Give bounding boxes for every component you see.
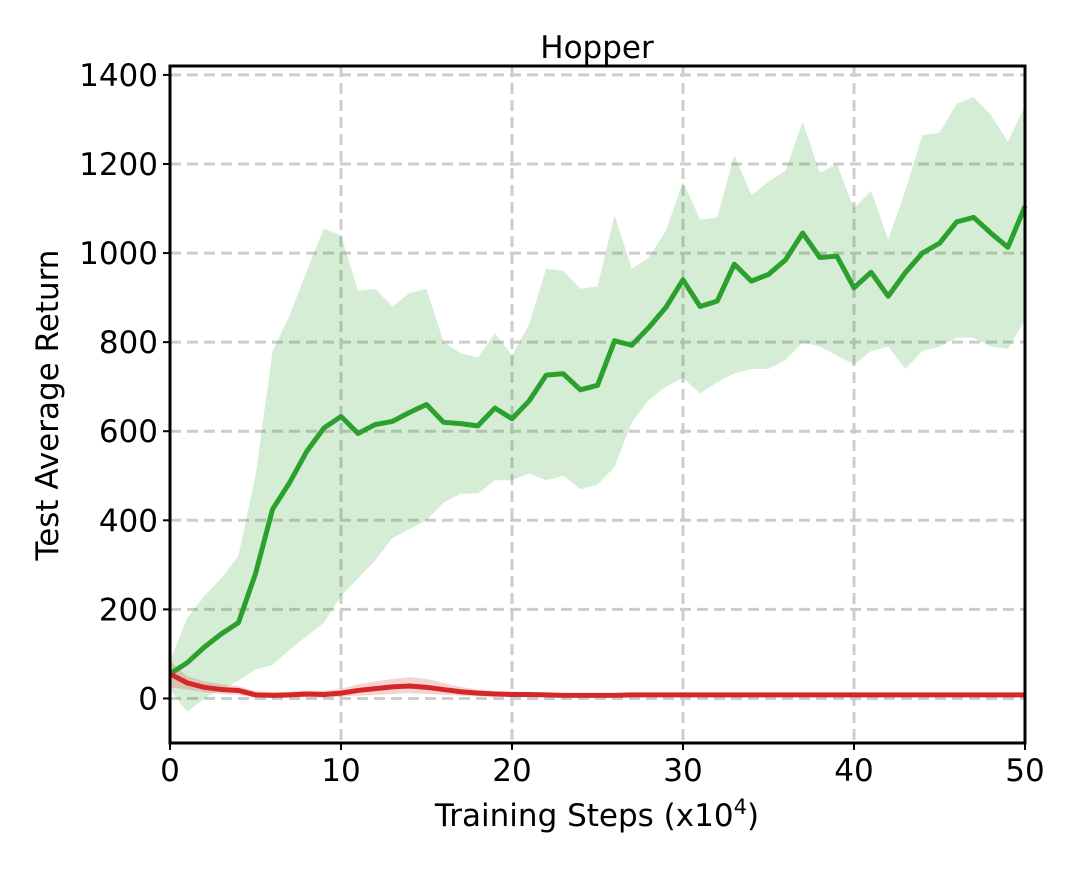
x-label-exponent: 4 xyxy=(734,795,747,819)
line xyxy=(168,205,1028,677)
y-tick-label: 0 xyxy=(138,681,158,717)
y-tick-label: 200 xyxy=(99,592,158,628)
plot-frame xyxy=(168,64,1027,745)
band xyxy=(170,97,1025,712)
y-tick-label: 1200 xyxy=(79,147,158,183)
y-tick-label: 1000 xyxy=(79,236,158,272)
x-axis-label: Training Steps (x104) xyxy=(434,795,759,834)
y-tick-label: 600 xyxy=(99,414,158,450)
y-tick-label: 1400 xyxy=(79,58,158,94)
x-tick-label: 40 xyxy=(834,753,873,789)
x-label-text: Training Steps (x10 xyxy=(434,798,734,834)
x-tick-label: 50 xyxy=(1005,753,1044,789)
y-axis-label: Test Average Return xyxy=(30,250,66,562)
x-tick-label: 20 xyxy=(492,753,531,789)
line xyxy=(168,671,1025,698)
chart-title: Hopper xyxy=(540,30,654,66)
x-tick-label: 10 xyxy=(321,753,360,789)
x-label-end: ) xyxy=(747,798,759,834)
x-tick-label: 30 xyxy=(663,753,702,789)
y-tick-label: 800 xyxy=(99,325,158,361)
y-tick-label: 400 xyxy=(99,503,158,539)
x-tick-label: 0 xyxy=(160,753,180,789)
